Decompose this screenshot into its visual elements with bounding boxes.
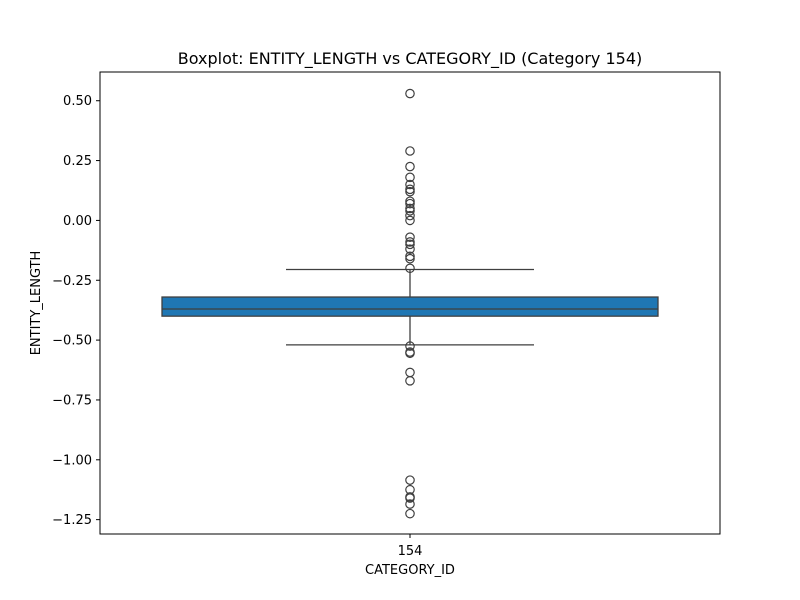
outlier-point xyxy=(405,237,415,247)
x-axis-label: CATEGORY_ID xyxy=(365,563,455,578)
iqr-box xyxy=(161,296,659,317)
outlier-point xyxy=(405,146,415,156)
y-tick-label: −1.25 xyxy=(52,513,92,528)
y-tick-label: 0.25 xyxy=(63,154,92,169)
outlier-point xyxy=(405,184,415,195)
x-axis: 154 xyxy=(398,534,423,559)
y-tick-label: −0.50 xyxy=(52,334,92,349)
chart-title: Boxplot: ENTITY_LENGTH vs CATEGORY_ID (C… xyxy=(178,49,643,69)
plot-content xyxy=(161,88,659,519)
outlier-point xyxy=(405,475,415,485)
box-group xyxy=(161,88,659,519)
outlier-point xyxy=(405,203,415,214)
outlier-point xyxy=(405,88,415,99)
y-tick-label: −0.75 xyxy=(52,393,92,408)
outlier-point xyxy=(405,210,415,221)
y-tick-label: −1.00 xyxy=(52,453,92,468)
outlier-point xyxy=(405,215,415,226)
y-axis: 0.50 0.25 0.00 −0.25 −0.50 −0.75 −1.00 −1.25 xyxy=(52,94,100,528)
outlier-point xyxy=(405,206,415,216)
y-tick-label: −0.25 xyxy=(52,274,92,289)
outlier-point xyxy=(405,253,415,264)
outlier-point xyxy=(405,508,415,519)
outlier-point xyxy=(405,244,415,254)
x-tick-label: 154 xyxy=(398,544,423,559)
outlier-point xyxy=(405,196,415,207)
outlier-point xyxy=(405,172,415,183)
outlier-point xyxy=(405,161,415,172)
outlier-point xyxy=(405,375,415,386)
outlier-point xyxy=(405,493,415,503)
outlier-point xyxy=(405,179,415,190)
y-tick-label: 0.50 xyxy=(63,94,92,109)
y-axis-label: ENTITY_LENGTH xyxy=(29,251,44,356)
outlier-point xyxy=(405,263,415,274)
outlier-point xyxy=(405,251,415,262)
outlier-point xyxy=(405,239,415,250)
outlier-point xyxy=(405,232,415,242)
y-tick-label: 0.00 xyxy=(63,214,92,229)
outlier-point xyxy=(405,499,415,509)
outlier-point xyxy=(405,341,415,351)
outlier-point xyxy=(405,348,415,359)
outlier-point xyxy=(405,186,415,197)
outlier-point xyxy=(405,198,415,209)
